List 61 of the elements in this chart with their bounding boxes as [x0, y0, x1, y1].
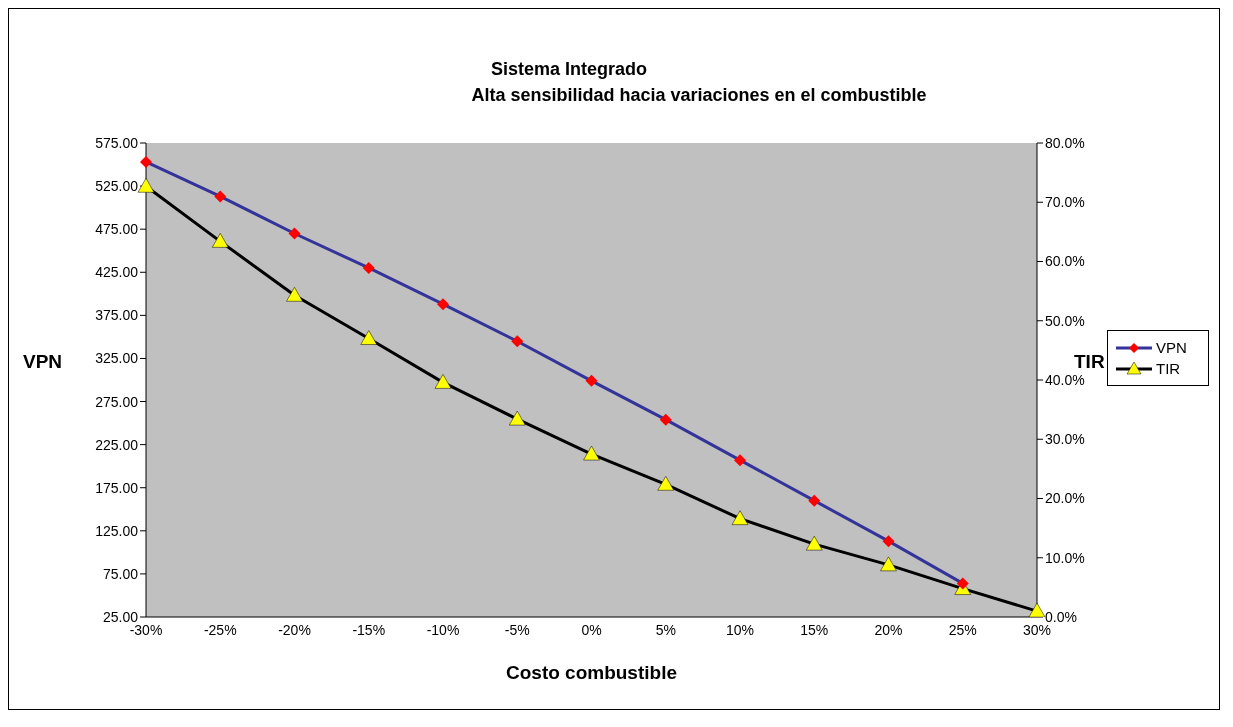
y-tick-label: 425.00: [95, 264, 139, 281]
y-tick-label: 575.00: [95, 134, 139, 151]
x-tick-label: 25%: [948, 621, 977, 638]
x-tick-label: 5%: [655, 621, 676, 638]
point: [731, 510, 749, 525]
point: [509, 410, 526, 426]
x-axis-title: Costo combustible: [505, 662, 678, 683]
point: [212, 233, 229, 248]
point: [808, 494, 821, 507]
x-tick-label: 10%: [725, 621, 755, 638]
point: [214, 190, 227, 203]
y-tick-label: 125.00: [95, 522, 139, 539]
y2-tick-label: 10.0%: [1045, 549, 1085, 566]
point: [437, 298, 449, 311]
y-tick-label: 175.00: [95, 479, 139, 496]
y2-tick-label: 30.0%: [1045, 431, 1085, 448]
x-tick-label: -25%: [203, 621, 237, 638]
y-tick-label: 325.00: [95, 350, 139, 367]
chart-subtitle: Alta sensibilidad hacia variaciones en el combustible: [470, 85, 928, 106]
chart-title: Sistema Integrado: [489, 59, 648, 80]
point: [511, 335, 524, 348]
point: [360, 330, 377, 345]
point: [585, 374, 598, 387]
y-tick-label: 475.00: [95, 221, 139, 238]
y2-tick-label: 80.0%: [1045, 134, 1085, 151]
point: [657, 476, 674, 491]
y2-tick-label: 50.0%: [1045, 312, 1085, 329]
legend-label: TIR: [1156, 360, 1181, 377]
point: [362, 261, 375, 274]
y-tick-label: 75.00: [102, 565, 139, 582]
y2-tick-label: 70.0%: [1045, 194, 1085, 211]
y2-axis-title: TIR: [1074, 351, 1105, 373]
x-tick-label: 0%: [581, 621, 602, 638]
point: [288, 227, 301, 240]
point: [882, 535, 895, 548]
y-tick-label: 525.00: [95, 178, 139, 195]
point: [880, 556, 897, 572]
y-tick-label: 375.00: [95, 307, 139, 324]
y-axis-title: VPN: [23, 351, 63, 373]
y-tick-label: 275.00: [95, 393, 139, 410]
point: [286, 287, 303, 302]
y2-tick-label: 40.0%: [1045, 371, 1085, 388]
y2-tick-label: 60.0%: [1045, 253, 1085, 270]
point: [1028, 602, 1046, 617]
x-tick-label: 15%: [800, 621, 829, 638]
point: [956, 577, 969, 590]
y2-tick-label: 20.0%: [1045, 490, 1085, 507]
point: [806, 535, 823, 551]
x-tick-label: -20%: [278, 621, 311, 638]
point: [659, 413, 672, 426]
point: [583, 445, 600, 461]
x-tick-label: -10%: [426, 621, 460, 638]
x-tick-label: -5%: [504, 621, 530, 638]
point: [137, 178, 155, 193]
point: [734, 454, 746, 467]
x-tick-label: 20%: [874, 621, 903, 638]
point: [140, 155, 152, 168]
legend-label: VPN: [1156, 339, 1187, 356]
point: [434, 374, 452, 389]
x-tick-label: -15%: [352, 621, 386, 638]
y-tick-label: 225.00: [95, 436, 139, 453]
